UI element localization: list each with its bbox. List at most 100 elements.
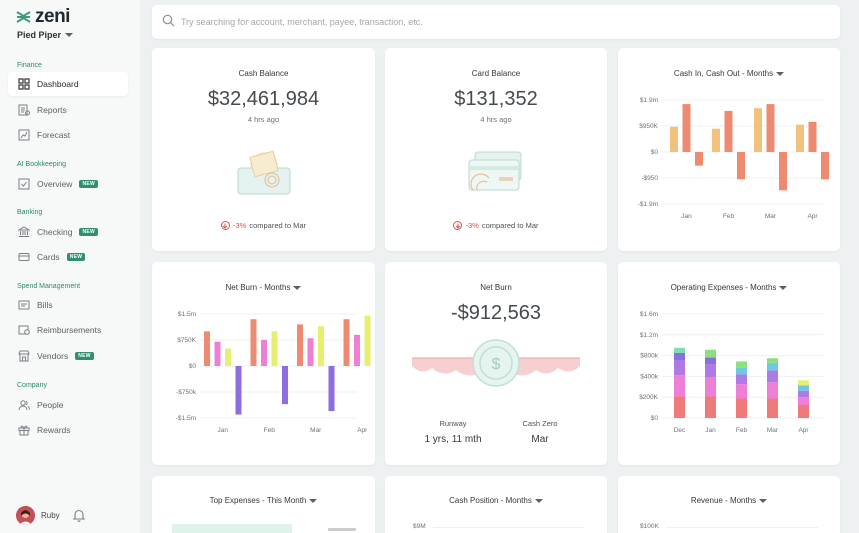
sidebar-item-label: Vendors	[37, 351, 69, 361]
zeni-logo[interactable]: zeni	[16, 6, 70, 28]
operating-expenses-card[interactable]: Operating Expenses - Months $1.6m $1.2m $8…	[618, 262, 840, 465]
chart-title[interactable]: Top Expenses - This Month	[152, 496, 375, 505]
net-burn-months-card[interactable]: Net Burn - Months $1.5m $750K $0 -$750k -$1.…	[152, 262, 375, 465]
cash-in-cash-out-card[interactable]: Cash In, Cash Out - Months $1.9m $950K $0 -…	[618, 48, 840, 251]
chart-bar-segment	[767, 398, 778, 418]
gift-icon	[18, 424, 30, 436]
chart-bar	[204, 331, 210, 366]
chart-bar-segment	[736, 361, 747, 368]
y-tick-label: $750K	[177, 337, 196, 344]
top-expenses-card[interactable]: Top Expenses - This Month	[152, 476, 375, 533]
sidebar-item-label: Rewards	[37, 425, 71, 435]
chevron-down-icon	[779, 285, 788, 290]
chart-title-text: Top Expenses - This Month	[209, 496, 307, 505]
chevron-down-icon	[65, 33, 74, 37]
chart-bar	[343, 319, 350, 366]
runway-label: Runway	[439, 419, 467, 428]
sidebar-item-reimbursements[interactable]: Reimbursements	[8, 318, 128, 342]
chart-title[interactable]: Operating Expenses - Months	[618, 283, 840, 292]
cash-position-card[interactable]: Cash Position - Months $9M	[385, 476, 607, 533]
y-tick-label: $0	[189, 363, 197, 370]
card-title-text: Cash Balance	[238, 69, 289, 78]
section-label-ai-bookkeeping: AI Bookkeeping	[17, 161, 67, 168]
sidebar-item-cards[interactable]: Cards NEW	[8, 245, 128, 269]
sidebar-item-reports[interactable]: Reports	[8, 98, 128, 122]
sidebar-item-label: Bills	[37, 300, 53, 310]
x-tick-label: Mar	[767, 427, 779, 434]
chart-bar-segment	[767, 370, 778, 383]
reimbursements-icon	[18, 324, 30, 336]
chart-bar	[682, 104, 691, 152]
user-name: Ruby	[41, 511, 60, 520]
change-percent: -3%	[465, 221, 479, 230]
sidebar-item-label: Reimbursements	[37, 325, 102, 335]
chart-title[interactable]: Cash Position - Months	[385, 496, 607, 505]
zeni-logo-icon	[16, 9, 31, 25]
chart-bar-segment	[674, 360, 685, 376]
x-tick-label: Feb	[723, 213, 735, 220]
chart-bar	[364, 315, 371, 366]
chart-bar	[354, 334, 360, 366]
chart-bar	[821, 152, 829, 180]
card-balance-card[interactable]: Card Balance $131,352 4 hrs ago -3% comp…	[385, 48, 607, 251]
chart-bar-segment	[674, 375, 685, 397]
company-switcher[interactable]: Pied Piper	[17, 30, 74, 40]
sidebar-item-dashboard[interactable]: Dashboard	[8, 72, 128, 96]
sidebar-item-label: Forecast	[37, 130, 71, 140]
x-tick-label: Dec	[674, 427, 686, 434]
chart-bar	[712, 128, 720, 152]
chart-title-text: Operating Expenses - Months	[670, 283, 777, 292]
y-tick-label: $0	[651, 415, 659, 422]
chart-bar	[250, 319, 257, 366]
x-tick-label: Feb	[264, 427, 276, 434]
sidebar-item-checking[interactable]: Checking NEW	[8, 220, 128, 244]
y-tick-label: $200K	[639, 394, 658, 401]
chevron-down-icon	[776, 71, 785, 76]
search-bar[interactable]	[152, 5, 840, 39]
x-tick-label: Jan	[218, 427, 229, 434]
gridline	[433, 527, 585, 528]
sidebar-item-vendors[interactable]: Vendors NEW	[8, 344, 128, 368]
sidebar-item-forecast[interactable]: Forecast	[8, 123, 128, 147]
chart-title-text: Revenue - Months	[690, 496, 757, 505]
sidebar-item-bills[interactable]: Bills	[8, 293, 128, 317]
chart-title[interactable]: Net Burn - Months	[152, 283, 375, 292]
card-title-text: Net Burn	[480, 283, 512, 292]
sidebar: zeni Pied Piper Finance Dashboard Report…	[0, 0, 140, 533]
net-burn-card[interactable]: Net Burn -$912,563 $ Runway 1 yrs, 11 mt…	[385, 262, 607, 465]
search-input[interactable]	[181, 17, 781, 27]
user-menu[interactable]: Ruby	[16, 506, 60, 525]
x-tick-label: Apr	[798, 427, 809, 434]
chart-bar-segment	[705, 396, 716, 418]
y-tick-label: $100K	[640, 523, 659, 530]
chart-bar	[670, 126, 678, 152]
chart-title[interactable]: Cash In, Cash Out - Months	[618, 69, 840, 78]
sidebar-item-overview[interactable]: Overview NEW	[8, 172, 128, 196]
chart-title-text: Net Burn - Months	[225, 283, 291, 292]
y-tick-label: $1.2m	[640, 332, 658, 339]
chart-bar-segment	[767, 362, 778, 371]
chart-bar	[271, 331, 278, 366]
cash-balance-card[interactable]: Cash Balance $32,461,984 4 hrs ago -3% c…	[152, 48, 375, 251]
y-tick-label: $0	[651, 149, 659, 156]
bell-icon[interactable]	[72, 508, 86, 525]
updated-time: 4 hrs ago	[480, 115, 512, 124]
credit-card-illustration	[468, 151, 522, 191]
chart-title[interactable]: Revenue - Months	[618, 496, 840, 505]
sidebar-item-label: Checking	[37, 227, 73, 237]
x-tick-label: Mar	[310, 427, 322, 434]
change-compare: compared to Mar	[481, 221, 539, 230]
arrow-down-circle-icon	[220, 221, 230, 230]
cash-zero-value: Mar	[531, 434, 549, 445]
operating-expenses-chart: $1.6m $1.2m $800k $400k $200K $0 Dec Jan Feb Mar A…	[639, 311, 823, 434]
cash-zero-label: Cash Zero	[522, 419, 558, 428]
chart-bar	[318, 326, 324, 366]
sidebar-item-people[interactable]: People	[8, 393, 128, 417]
card-balance-value: $131,352	[454, 88, 538, 110]
chart-title-text: Cash In, Cash Out - Months	[673, 69, 774, 78]
chart-bar-segment	[736, 367, 747, 375]
revenue-card[interactable]: Revenue - Months $100K	[618, 476, 840, 533]
chart-title-text: Cash Position - Months	[449, 496, 532, 505]
chart-bar-segment	[674, 396, 685, 418]
sidebar-item-rewards[interactable]: Rewards	[8, 418, 128, 442]
